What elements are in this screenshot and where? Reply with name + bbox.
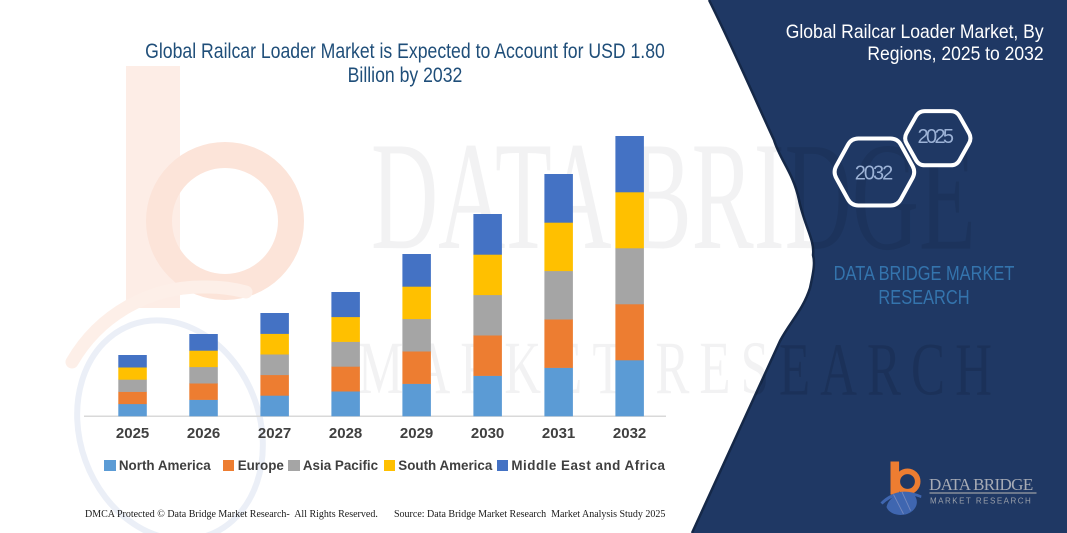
svg-text:MARKET RESEARCH: MARKET RESEARCH xyxy=(930,497,1034,506)
svg-text:2032: 2032 xyxy=(855,163,894,185)
svg-text:2025: 2025 xyxy=(918,126,955,148)
svg-text:DATA BRIDGE: DATA BRIDGE xyxy=(929,475,1034,494)
